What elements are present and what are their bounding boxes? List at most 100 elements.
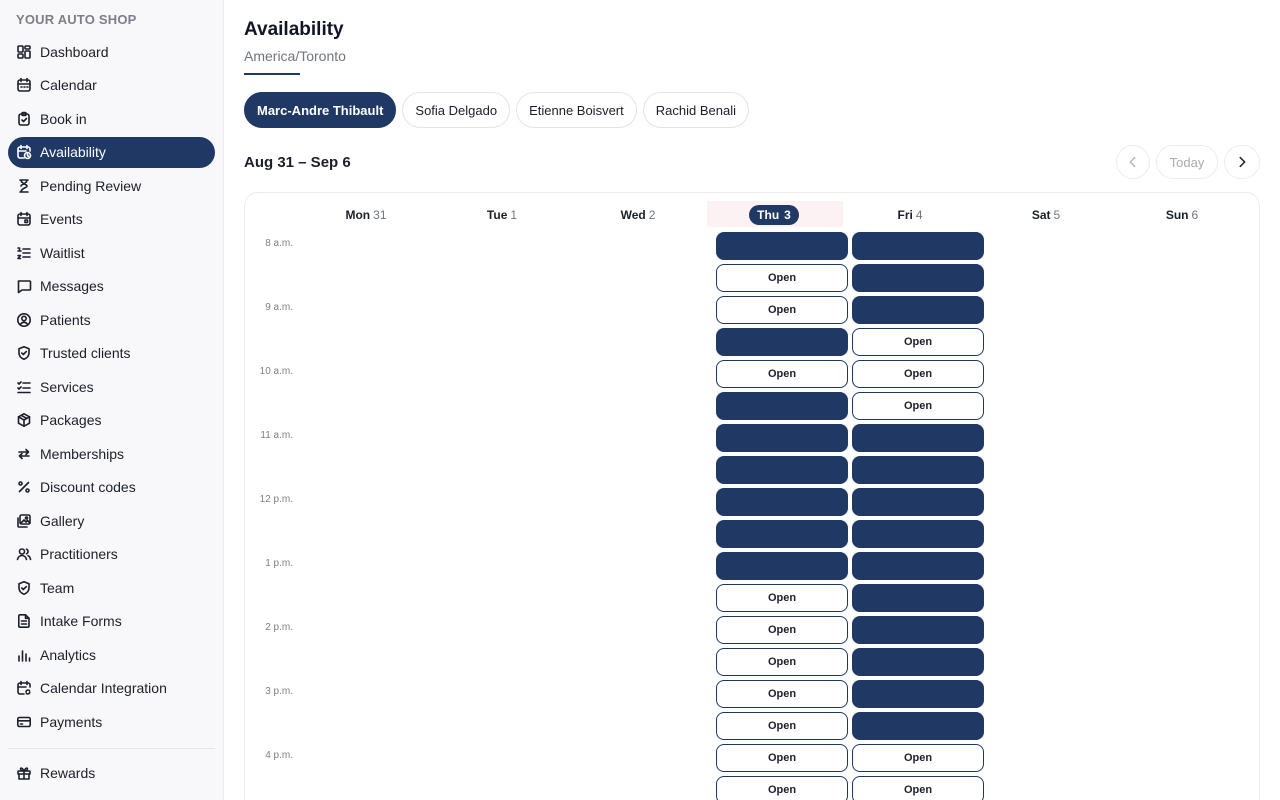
booked-slot[interactable] xyxy=(716,232,848,260)
open-slot[interactable]: Open xyxy=(716,648,848,676)
open-slot[interactable]: Open xyxy=(852,360,984,388)
sidebar-item-services[interactable]: Services xyxy=(8,371,215,402)
booked-slot[interactable] xyxy=(852,456,984,484)
open-slot[interactable]: Open xyxy=(852,392,984,420)
sidebar-item-practitioners[interactable]: Practitioners xyxy=(8,539,215,570)
previous-week-button[interactable] xyxy=(1116,145,1150,179)
booked-slot[interactable] xyxy=(716,552,848,580)
booked-slot[interactable] xyxy=(852,424,984,452)
booked-slot[interactable] xyxy=(716,424,848,452)
sidebar-divider xyxy=(8,748,215,749)
booked-slot[interactable] xyxy=(852,712,984,740)
practitioner-tab-sofia-delgado[interactable]: Sofia Delgado xyxy=(402,92,511,128)
day-number: 31 xyxy=(373,208,387,222)
day-name: Thu xyxy=(757,208,780,222)
dashboard-icon xyxy=(16,44,32,60)
timezone-underline xyxy=(244,73,300,75)
calendar-clock-icon xyxy=(16,144,32,160)
sidebar-item-messages[interactable]: Messages xyxy=(8,271,215,302)
booked-slot[interactable] xyxy=(852,488,984,516)
main-content: Availability America/Toronto Marc-Andre … xyxy=(224,0,1280,800)
sidebar-item-label: Practitioners xyxy=(40,546,118,562)
booked-slot[interactable] xyxy=(852,648,984,676)
open-slot[interactable]: Open xyxy=(716,744,848,772)
sidebar-item-trusted-clients[interactable]: Trusted clients xyxy=(8,338,215,369)
sidebar-item-waitlist[interactable]: Waitlist xyxy=(8,237,215,268)
sidebar-item-events[interactable]: Events xyxy=(8,204,215,235)
open-slot[interactable]: Open xyxy=(716,680,848,708)
booked-slot[interactable] xyxy=(716,456,848,484)
open-slot[interactable]: Open xyxy=(852,776,984,800)
sidebar-item-label: Trusted clients xyxy=(40,345,131,361)
day-header-mon: Mon 31 xyxy=(298,208,434,222)
sidebar-item-label: Messages xyxy=(40,278,104,294)
sidebar-item-packages[interactable]: Packages xyxy=(8,405,215,436)
sidebar-item-label: Rewards xyxy=(40,764,96,781)
day-header-thu: Thu 3 xyxy=(706,205,842,225)
booked-slot[interactable] xyxy=(852,296,984,324)
open-slot[interactable]: Open xyxy=(716,296,848,324)
day-header-fri: Fri 4 xyxy=(842,208,978,222)
booked-slot[interactable] xyxy=(852,616,984,644)
sidebar-item-label: Intake Forms xyxy=(40,613,122,629)
document-icon xyxy=(16,613,32,629)
sidebar-item-rewards[interactable]: Rewards xyxy=(8,757,215,788)
day-name: Wed xyxy=(620,208,646,222)
calendar-event-icon xyxy=(16,211,32,227)
time-label: 3 p.m. xyxy=(265,686,293,697)
booked-slot[interactable] xyxy=(852,520,984,548)
open-slot[interactable]: Open xyxy=(716,360,848,388)
gift-icon xyxy=(16,765,32,781)
sidebar-item-patients[interactable]: Patients xyxy=(8,304,215,335)
booked-slot[interactable] xyxy=(716,488,848,516)
sidebar-item-label: Discount codes xyxy=(40,479,136,495)
sidebar-item-label: Gallery xyxy=(40,512,85,529)
sidebar-item-dashboard[interactable]: Dashboard xyxy=(8,36,215,67)
open-slot[interactable]: Open xyxy=(852,744,984,772)
sidebar-item-label: Memberships xyxy=(40,445,125,462)
sidebar-item-calendar[interactable]: Calendar xyxy=(8,70,215,101)
sidebar-item-label: Services xyxy=(40,378,94,395)
practitioner-tab-rachid-benali[interactable]: Rachid Benali xyxy=(642,92,749,128)
sidebar-item-intake-forms[interactable]: Intake Forms xyxy=(8,606,215,637)
practitioner-tab-etienne-boisvert[interactable]: Etienne Boisvert xyxy=(516,92,637,128)
sidebar-item-gallery[interactable]: Gallery xyxy=(8,505,215,536)
percent-icon xyxy=(16,479,32,495)
brand-name: YOUR AUTO SHOP xyxy=(16,12,137,27)
time-label: 10 a.m. xyxy=(259,366,293,377)
sidebar-item-payments[interactable]: Payments xyxy=(8,706,215,737)
booked-slot[interactable] xyxy=(716,392,848,420)
sidebar-item-analytics[interactable]: Analytics xyxy=(8,639,215,670)
sidebar-item-availability[interactable]: Availability xyxy=(8,136,215,168)
sidebar-item-label: Calendar xyxy=(40,77,97,93)
open-slot[interactable]: Open xyxy=(716,776,848,800)
time-label: 12 p.m. xyxy=(259,494,293,505)
booked-slot[interactable] xyxy=(852,552,984,580)
open-slot[interactable]: Open xyxy=(716,712,848,740)
open-slot[interactable]: Open xyxy=(716,616,848,644)
next-week-button[interactable] xyxy=(1224,145,1260,179)
booked-slot[interactable] xyxy=(716,328,848,356)
sidebar-item-label: Waitlist xyxy=(40,244,85,261)
sidebar-item-discount-codes[interactable]: Discount codes xyxy=(8,472,215,503)
time-label: 2 p.m. xyxy=(265,622,293,633)
open-slot[interactable]: Open xyxy=(716,264,848,292)
booked-slot[interactable] xyxy=(852,680,984,708)
sidebar-item-label: Availability xyxy=(40,144,106,160)
sidebar-item-team[interactable]: Team xyxy=(8,572,215,603)
sidebar-item-calendar-integration[interactable]: Calendar Integration xyxy=(8,673,215,704)
sidebar-item-label: Analytics xyxy=(40,646,97,663)
sidebar-item-label: Payments xyxy=(40,713,103,730)
open-slot[interactable]: Open xyxy=(852,328,984,356)
practitioner-tab-marc-andre-thibault[interactable]: Marc-Andre Thibault xyxy=(244,92,397,128)
sidebar-item-memberships[interactable]: Memberships xyxy=(8,438,215,469)
sidebar-item-book-in[interactable]: Book in xyxy=(8,103,215,134)
booked-slot[interactable] xyxy=(716,520,848,548)
sidebar-item-pending-review[interactable]: Pending Review xyxy=(8,170,215,201)
open-slot[interactable]: Open xyxy=(716,584,848,612)
clipboard-icon xyxy=(16,111,32,127)
today-button[interactable]: Today xyxy=(1156,145,1218,179)
booked-slot[interactable] xyxy=(852,584,984,612)
booked-slot[interactable] xyxy=(852,232,984,260)
booked-slot[interactable] xyxy=(852,264,984,292)
